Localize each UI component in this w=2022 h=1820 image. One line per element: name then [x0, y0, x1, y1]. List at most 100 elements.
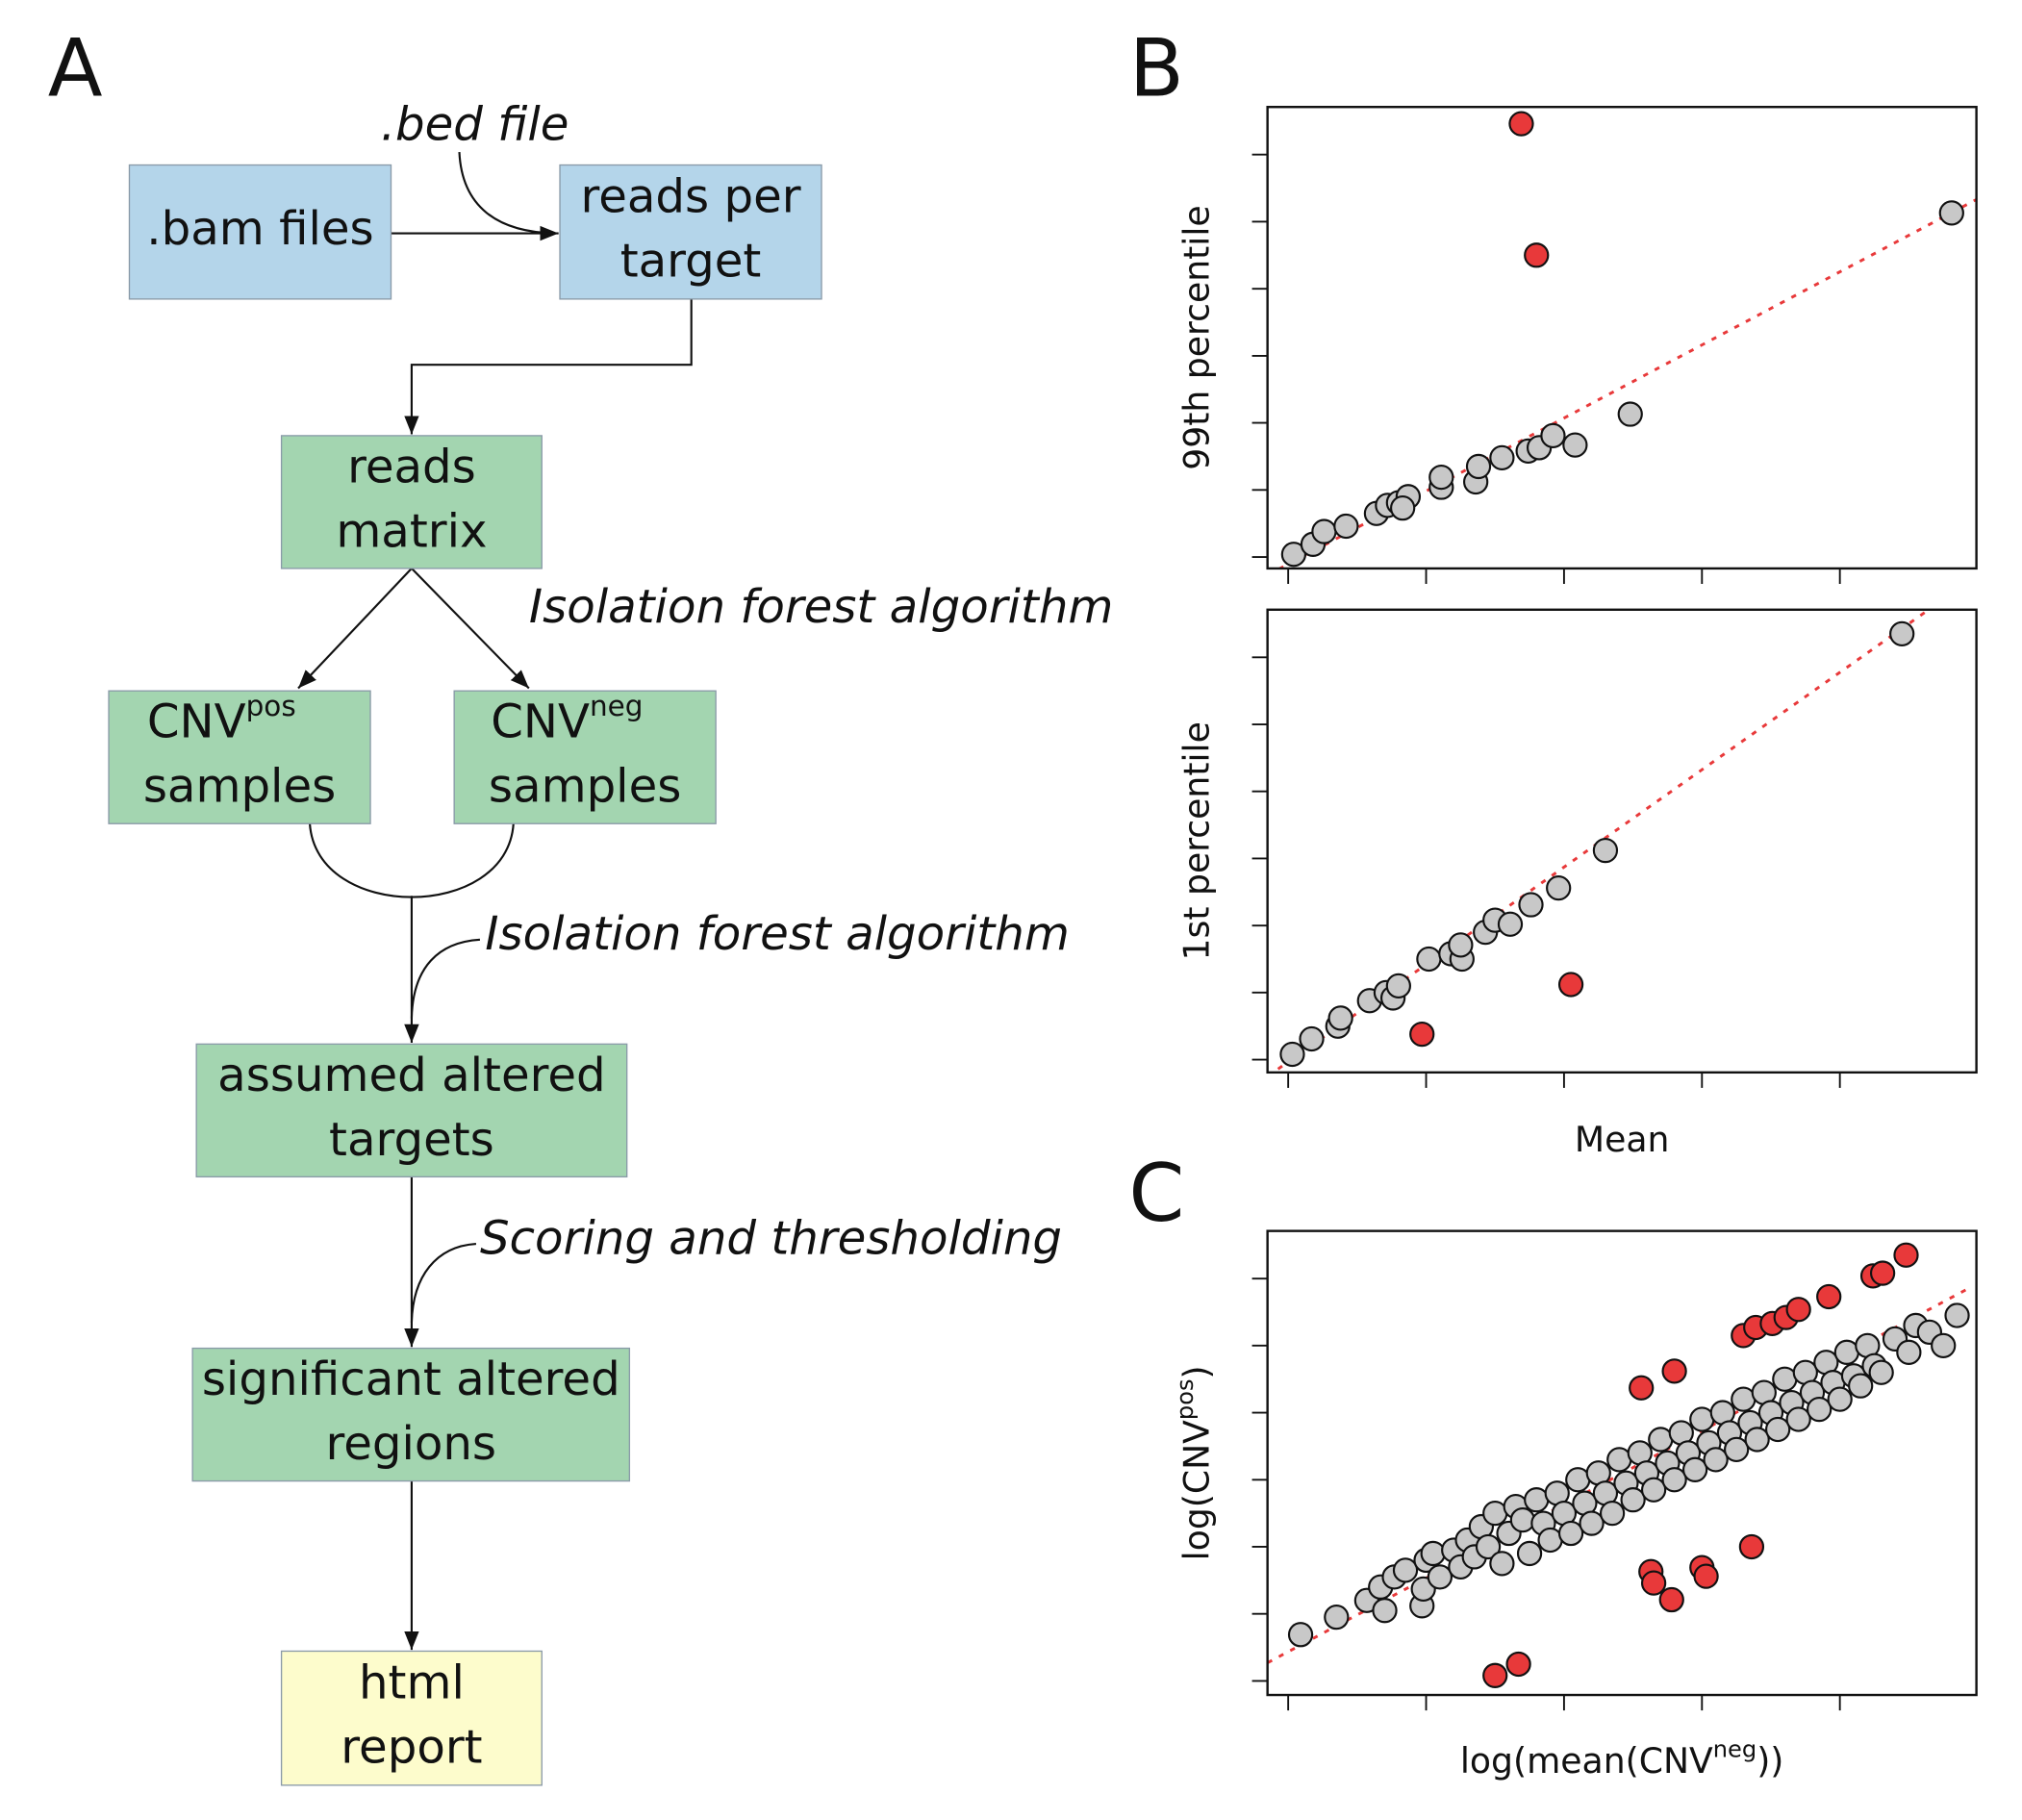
node-label-line: matrix: [336, 504, 487, 558]
arrow: [404, 298, 693, 435]
flow-node: reads matrix: [280, 435, 543, 569]
flow-node: CNVpos samples: [108, 689, 371, 824]
point: [1372, 1598, 1398, 1624]
point: [1648, 1427, 1674, 1453]
axis-label-part: )): [1757, 1740, 1783, 1782]
point: [1324, 1605, 1350, 1630]
point: [1785, 1406, 1811, 1432]
point: [1681, 1456, 1708, 1482]
node-label: .bam files: [146, 202, 373, 256]
point: [1409, 1021, 1435, 1048]
point: [1518, 892, 1544, 918]
point: [1557, 972, 1584, 998]
point: [1693, 1563, 1719, 1589]
point: [1392, 1557, 1419, 1583]
node-label-line: targets: [329, 1113, 494, 1167]
point: [1540, 422, 1566, 448]
point: [1427, 1564, 1453, 1590]
point: [1524, 1487, 1550, 1513]
point: [1508, 111, 1534, 137]
point: [1640, 1570, 1667, 1596]
point: [1658, 1586, 1684, 1613]
node-label: targets: [329, 1113, 494, 1167]
point: [1889, 620, 1915, 647]
point: [1640, 1477, 1667, 1503]
node-box: [280, 435, 543, 569]
flow-node: .bam files: [128, 164, 392, 300]
point: [1703, 1447, 1729, 1473]
arrow: [410, 1242, 476, 1323]
flow-node: significant altered regions: [191, 1347, 631, 1482]
point: [1661, 1358, 1687, 1384]
node-box: [559, 164, 822, 300]
node-label: matrix: [336, 504, 487, 558]
point: [1785, 1297, 1811, 1323]
flow-node: CNVneg samples: [453, 689, 717, 824]
point: [1893, 1242, 1919, 1268]
node-label: regions: [325, 1417, 496, 1471]
node-box: [195, 1043, 628, 1178]
point: [1497, 911, 1524, 937]
node-label-line: CNV: [147, 695, 246, 749]
point: [1280, 542, 1307, 568]
point: [1279, 1041, 1305, 1068]
arrow: [297, 568, 413, 690]
node-label: CNVpos: [147, 689, 296, 748]
arrow: [458, 152, 555, 235]
point: [1327, 1005, 1353, 1031]
point: [1475, 1533, 1502, 1560]
point: [1416, 946, 1442, 973]
panel-label: A: [48, 21, 103, 114]
point: [1311, 518, 1337, 544]
point: [1489, 444, 1515, 471]
point: [1448, 932, 1474, 958]
point: [1516, 1540, 1543, 1567]
point: [1557, 1520, 1584, 1547]
point: [1807, 1396, 1832, 1423]
point: [1617, 401, 1643, 427]
node-label-line: .bam files: [146, 202, 373, 256]
point: [1287, 1622, 1314, 1648]
node-label: reads per: [580, 170, 800, 224]
point: [1896, 1339, 1922, 1365]
point: [1731, 1386, 1757, 1412]
point: [1931, 1332, 1957, 1358]
node-label-line: target: [620, 235, 762, 289]
point: [1299, 1025, 1325, 1052]
point: [1482, 1500, 1508, 1527]
arrow: [411, 568, 530, 690]
plot-frame: [1266, 608, 1978, 1074]
point: [1744, 1427, 1770, 1453]
edge-label: Scoring and thresholding: [480, 1211, 1062, 1265]
plot-frame: [1266, 106, 1978, 570]
point: [1592, 837, 1619, 864]
panel-label: B: [1129, 21, 1184, 114]
axis-label: log(mean(CNVneg)): [1460, 1736, 1784, 1782]
node-label-superscript: neg: [590, 689, 644, 721]
point: [1772, 1366, 1798, 1392]
flow-node: html report: [280, 1650, 543, 1786]
node-label-line: assumed altered: [217, 1049, 605, 1102]
node-label-line: samples: [489, 760, 681, 814]
node-box: [191, 1347, 631, 1482]
axis-label-part: ): [1176, 1365, 1218, 1378]
point: [1482, 1662, 1508, 1688]
node-label: assumed altered: [217, 1049, 605, 1102]
point: [1390, 495, 1416, 521]
point: [1505, 1651, 1531, 1678]
node-label-line: report: [341, 1721, 482, 1775]
y-axis-label: 99th percentile: [1176, 205, 1218, 469]
point: [1868, 1359, 1894, 1385]
edge-label: Isolation forest algorithm: [485, 907, 1070, 961]
node-label-line: reads per: [580, 170, 800, 224]
point: [1489, 1551, 1515, 1577]
point: [1537, 1527, 1563, 1554]
panel-label: C: [1128, 1147, 1184, 1240]
point: [1833, 1339, 1859, 1365]
point: [1565, 1467, 1591, 1493]
axis-label-part: log(CNV: [1176, 1420, 1218, 1561]
node-label: CNVneg: [491, 689, 643, 748]
edge-label: Isolation forest algorithm: [529, 580, 1114, 634]
point: [1827, 1386, 1853, 1412]
